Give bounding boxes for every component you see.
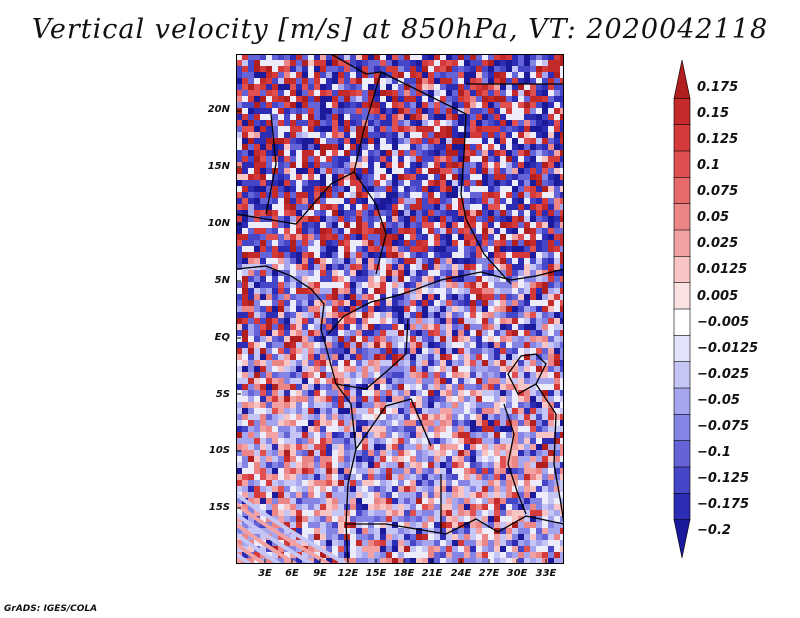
colorbar-label-4: 0.075 [697, 184, 739, 199]
colorbar-swatch [673, 124, 691, 152]
lon-label-21e: 21E [421, 568, 443, 579]
lon-label-27e: 27E [478, 568, 500, 579]
colorbar-swatch [673, 60, 691, 99]
border-line [335, 318, 409, 390]
colorbar-label-7: 0.0125 [697, 262, 748, 277]
ocean-streak [236, 522, 300, 564]
ocean-streak [236, 532, 284, 564]
colorbar-swatch [673, 335, 691, 363]
lat-label-15s: 15S [208, 502, 230, 513]
lon-label-33e: 33E [535, 568, 557, 579]
colorbar-label-2: 0.125 [697, 132, 739, 147]
lat-label-10s: 10S [208, 445, 230, 456]
map-frame [236, 54, 564, 564]
lat-label-5s: 5S [215, 389, 230, 400]
colorbar-swatch [673, 414, 691, 442]
lat-label-10n: 10N [207, 218, 230, 229]
border-line [535, 383, 564, 525]
colorbar-swatch [673, 308, 691, 337]
colorbar-label-9: −0.005 [697, 315, 750, 330]
colorbar-label-10: −0.0125 [697, 341, 759, 356]
lon-label-6e: 6E [285, 568, 299, 579]
velocity-field [236, 54, 564, 564]
border-line [346, 515, 564, 535]
border-line [353, 171, 387, 275]
lat-label-15n: 15N [207, 161, 230, 172]
lon-label-9e: 9E [313, 568, 327, 579]
colorbar-swatch [673, 256, 691, 284]
border-line [363, 71, 512, 285]
colorbar-label-0: 0.175 [697, 80, 739, 95]
colorbar-swatch [673, 203, 691, 231]
colorbar-swatch [673, 229, 691, 258]
border-line [265, 113, 277, 215]
colorbar-label-13: −0.075 [697, 419, 750, 434]
border-line [355, 398, 432, 450]
colorbar-swatch [673, 440, 691, 468]
colorbar-swatch [673, 361, 691, 389]
border-line [503, 403, 527, 515]
ocean-streak [236, 512, 316, 564]
border-line [327, 268, 564, 335]
border-line [330, 54, 382, 75]
ocean-streak [236, 552, 254, 564]
ocean-streak [236, 492, 347, 564]
colorbar-label-1: 0.15 [697, 106, 730, 121]
colorbar [673, 60, 691, 558]
map-title: Vertical velocity [m/s] at 850hPa, VT: 2… [31, 14, 769, 45]
lat-label-20n: 20N [207, 104, 230, 115]
colorbar-label-5: 0.05 [697, 210, 730, 225]
colorbar-label-6: 0.025 [697, 236, 739, 251]
colorbar-label-8: 0.005 [697, 289, 739, 304]
colorbar-label-15: −0.125 [697, 471, 750, 486]
colorbar-swatch [673, 98, 691, 126]
colorbar-label-3: 0.1 [697, 158, 721, 173]
colorbar-label-17: −0.2 [697, 523, 731, 538]
lon-label-24e: 24E [450, 568, 472, 579]
colorbar-label-14: −0.1 [697, 445, 731, 460]
lon-label-18e: 18E [393, 568, 415, 579]
border-line [236, 128, 365, 225]
lon-label-15e: 15E [365, 568, 387, 579]
colorbar-swatch [673, 150, 691, 179]
border-line [236, 265, 357, 564]
colorbar-swatch [673, 177, 691, 205]
grads-credit: GrADS: IGES/COLA [4, 604, 98, 614]
lon-label-3e: 3E [258, 568, 272, 579]
lat-label-5n: 5N [214, 275, 230, 286]
colorbar-label-11: −0.025 [697, 367, 750, 382]
lat-label-eq: EQ [214, 332, 230, 343]
velocity-map [236, 54, 564, 564]
lon-label-30e: 30E [506, 568, 528, 579]
colorbar-label-16: −0.175 [697, 497, 750, 512]
colorbar-swatch [673, 466, 691, 495]
ocean-streak [236, 502, 333, 564]
border-line [507, 353, 547, 395]
colorbar-swatch [673, 282, 691, 310]
ocean-streak [236, 542, 268, 564]
colorbar-swatch [673, 387, 691, 416]
colorbar-swatch [673, 519, 691, 558]
colorbar-swatch [673, 493, 691, 521]
colorbar-label-12: −0.05 [697, 393, 740, 408]
lon-label-12e: 12E [337, 568, 359, 579]
